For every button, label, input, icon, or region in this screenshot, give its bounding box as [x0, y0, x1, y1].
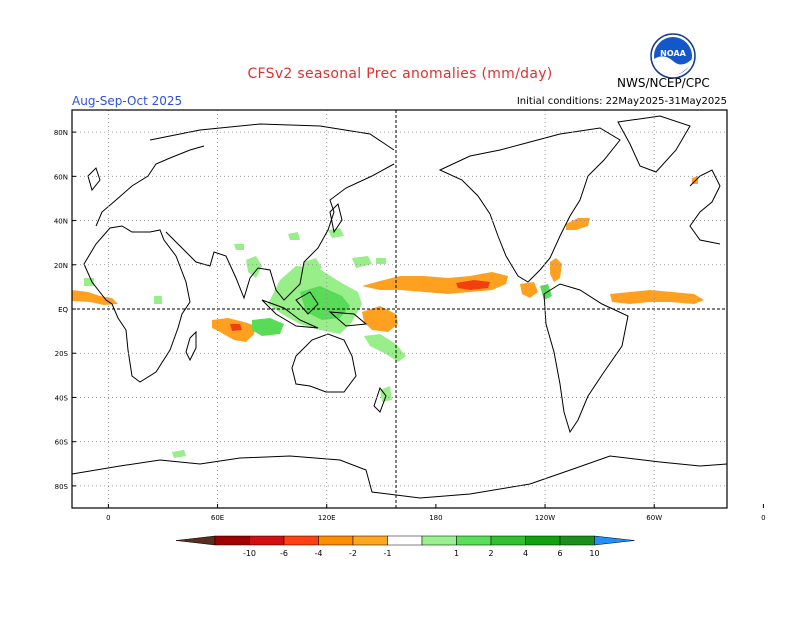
wet-anomaly-himalaya — [234, 244, 244, 250]
lat-label: 40N — [54, 218, 68, 226]
wet-anomaly-west-pacific-2 — [376, 258, 386, 264]
legend-label: -1 — [384, 549, 392, 558]
lon-label: 60E — [211, 514, 224, 522]
lat-label: 20N — [54, 262, 68, 270]
legend-label: -4 — [315, 549, 323, 558]
coastline-uk — [87, 167, 101, 192]
legend-swatch — [559, 535, 595, 546]
coastline-japan — [329, 203, 343, 234]
lon-label: 0 — [761, 514, 765, 522]
legend-label: -10 — [243, 549, 256, 558]
noaa-logo: NOAA — [650, 33, 696, 79]
wet-anomaly-indian-ocean-south — [252, 318, 284, 336]
lon-label: 180 — [429, 514, 442, 522]
chart-title: CFSv2 seasonal Prec anomalies (mm/day) — [247, 66, 553, 82]
dry-anomaly-atlantic-itcz — [610, 290, 704, 304]
lat-label: 60N — [54, 173, 68, 181]
coastline-new-guinea — [328, 311, 368, 327]
coastline-greenland — [617, 115, 691, 173]
wet-anomaly-china — [288, 232, 300, 240]
lon-label: 120W — [535, 514, 555, 522]
season-label: Aug-Sep-Oct 2025 — [72, 94, 183, 108]
dry-anomaly-caribbean — [550, 258, 562, 282]
legend-swatch — [318, 535, 354, 546]
lat-label: 60S — [55, 439, 69, 447]
dry-anomaly-pacific-itcz-core — [456, 280, 490, 290]
coastline-indonesia — [261, 299, 319, 329]
initial-conditions: Initial conditions: 22May2025-31May2025 — [516, 96, 727, 107]
coastline-new-zealand — [373, 386, 387, 413]
map-area — [72, 110, 727, 508]
legend-swatch — [352, 535, 388, 546]
legend-label: -2 — [349, 549, 357, 558]
legend-swatch — [421, 535, 457, 546]
legend-label: 4 — [523, 549, 528, 558]
legend-label: 1 — [454, 549, 459, 558]
legend-label: -6 — [280, 549, 288, 558]
longitude-labels: 0 60E 120E 180 120W 60W 0 — [106, 504, 766, 522]
coastline-south-america — [543, 283, 629, 434]
wet-anomaly-colombia — [540, 284, 552, 300]
coastline-antarctica — [72, 455, 727, 499]
coastline-madagascar — [185, 330, 197, 362]
dry-anomaly-us-east-coast — [566, 218, 590, 230]
agency-label: NWS/NCEP/CPC — [617, 76, 710, 90]
legend-label: 6 — [557, 549, 562, 558]
legend-label: 10 — [589, 549, 599, 558]
dry-anomaly-coral-sea — [362, 306, 398, 332]
legend-arrow-high — [594, 535, 635, 546]
lat-label: 20S — [55, 350, 69, 358]
coastline-africa-europe — [83, 225, 191, 383]
wet-anomaly-philippines — [304, 258, 322, 276]
legend-swatch — [525, 535, 561, 546]
coastline-scandinavia-east — [689, 169, 721, 245]
lon-label: 60W — [646, 514, 662, 522]
lat-label: 80S — [55, 483, 69, 491]
wet-anomaly-africa-central — [154, 296, 162, 304]
dry-anomaly-indian-ocean-core — [230, 324, 242, 331]
legend-swatch — [387, 535, 423, 546]
coastline-asia-north — [149, 123, 395, 151]
wet-anomaly-maritime-core — [300, 286, 350, 320]
wet-anomaly-bay-of-bengal — [246, 256, 262, 278]
legend-arrow-low — [175, 535, 216, 546]
noaa-logo-text: NOAA — [660, 49, 686, 58]
dry-anomaly-panama — [520, 282, 538, 298]
lat-label: 80N — [54, 129, 68, 137]
lon-label: 120E — [318, 514, 336, 522]
legend-swatch — [214, 535, 250, 546]
dry-anomaly-gulf-of-guinea — [72, 290, 118, 305]
lat-label: EQ — [58, 306, 68, 314]
legend-label: 2 — [488, 549, 493, 558]
legend-swatch — [249, 535, 285, 546]
wet-anomaly-japan — [328, 228, 344, 238]
lat-label: 40S — [55, 394, 69, 402]
legend-swatch — [283, 535, 319, 546]
coastline-arabia-india — [165, 163, 395, 301]
wet-anomaly-southern-ocean — [172, 450, 186, 458]
latitude-labels: 80N 60N 40N 20N EQ 20S 40S 60S 80S — [54, 129, 76, 491]
legend-swatch — [456, 535, 492, 546]
legend-swatch — [490, 535, 526, 546]
lon-label: 0 — [106, 514, 110, 522]
wet-anomaly-tasman — [380, 386, 392, 402]
coastlines — [72, 115, 727, 499]
coastline-australia — [291, 333, 357, 393]
